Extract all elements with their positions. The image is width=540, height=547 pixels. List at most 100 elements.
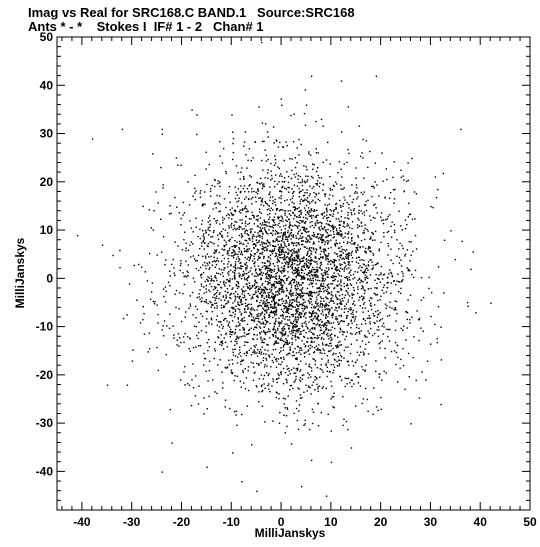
scatter-point xyxy=(296,216,298,218)
scatter-point xyxy=(326,276,328,278)
scatter-point xyxy=(286,407,288,409)
scatter-point xyxy=(260,204,262,206)
scatter-point xyxy=(215,297,218,299)
scatter-point xyxy=(355,282,358,284)
scatter-point xyxy=(298,207,300,209)
scatter-point xyxy=(257,235,259,237)
scatter-point xyxy=(235,221,238,223)
scatter-point xyxy=(309,295,311,297)
scatter-point xyxy=(224,290,226,293)
scatter-point xyxy=(355,405,357,407)
scatter-point xyxy=(273,325,275,328)
scatter-point xyxy=(290,369,293,371)
scatter-point xyxy=(299,216,301,218)
scatter-point xyxy=(330,430,332,432)
scatter-point xyxy=(362,311,364,313)
scatter-point xyxy=(300,278,302,281)
scatter-point xyxy=(232,255,234,257)
scatter-point xyxy=(296,297,298,299)
scatter-point xyxy=(162,325,164,327)
scatter-point xyxy=(262,184,264,186)
scatter-point xyxy=(363,232,365,234)
scatter-point xyxy=(328,261,331,263)
scatter-point xyxy=(267,306,270,309)
scatter-point xyxy=(266,270,269,272)
scatter-point xyxy=(315,270,318,272)
scatter-point xyxy=(357,217,359,219)
scatter-point xyxy=(322,274,325,277)
scatter-point xyxy=(309,185,311,187)
scatter-point xyxy=(216,289,219,292)
scatter-point xyxy=(214,341,216,343)
scatter-point xyxy=(416,310,418,312)
scatter-point xyxy=(339,344,341,346)
scatter-point xyxy=(407,216,409,218)
scatter-point xyxy=(254,261,256,263)
scatter-point xyxy=(164,264,166,266)
scatter-point xyxy=(317,214,319,216)
scatter-point xyxy=(275,231,278,233)
scatter-point xyxy=(279,257,281,259)
scatter-point xyxy=(241,167,243,169)
scatter-point xyxy=(390,282,392,284)
scatter-point xyxy=(300,243,303,246)
scatter-point xyxy=(333,258,335,261)
scatter-point xyxy=(387,215,389,218)
scatter-point xyxy=(290,314,293,316)
scatter-point xyxy=(373,187,375,189)
scatter-point xyxy=(229,336,231,338)
scatter-point xyxy=(320,283,322,285)
scatter-point xyxy=(374,203,376,205)
scatter-point xyxy=(356,351,359,353)
scatter-point xyxy=(144,271,146,273)
scatter-point xyxy=(255,236,258,238)
scatter-point xyxy=(313,232,315,234)
scatter-point xyxy=(343,222,345,225)
scatter-point xyxy=(255,292,257,294)
scatter-point xyxy=(323,252,325,254)
scatter-point xyxy=(326,324,328,327)
scatter-point xyxy=(350,320,352,322)
scatter-point xyxy=(221,216,224,219)
scatter-point xyxy=(270,290,272,292)
scatter-point xyxy=(283,290,285,292)
scatter-point xyxy=(385,291,388,293)
scatter-point xyxy=(260,353,262,355)
scatter-point xyxy=(276,360,278,362)
scatter-point xyxy=(266,249,268,251)
scatter-point xyxy=(344,338,346,341)
scatter-point xyxy=(225,294,227,296)
scatter-point xyxy=(233,411,236,413)
scatter-point xyxy=(330,234,332,236)
scatter-point xyxy=(260,228,262,231)
scatter-point xyxy=(232,308,234,310)
scatter-point xyxy=(319,246,321,248)
scatter-point xyxy=(338,322,340,325)
scatter-point xyxy=(253,309,256,312)
scatter-point xyxy=(288,262,290,264)
scatter-point xyxy=(147,351,149,353)
scatter-point xyxy=(297,310,299,312)
scatter-point xyxy=(210,301,212,304)
scatter-point xyxy=(273,285,275,287)
scatter-point xyxy=(405,180,408,183)
y-tick-label: 40 xyxy=(40,78,54,92)
scatter-point xyxy=(149,298,152,300)
scatter-point xyxy=(347,360,349,362)
scatter-point xyxy=(283,325,285,328)
scatter-point xyxy=(291,201,293,203)
scatter-point xyxy=(262,300,265,302)
scatter-point xyxy=(308,210,310,212)
scatter-point xyxy=(302,329,304,332)
scatter-point xyxy=(228,270,230,273)
scatter-point xyxy=(293,259,296,261)
scatter-point xyxy=(268,218,270,221)
scatter-point xyxy=(365,343,367,345)
scatter-point xyxy=(393,350,396,352)
scatter-point xyxy=(260,336,262,338)
scatter-point xyxy=(300,212,303,214)
scatter-point xyxy=(385,219,387,221)
scatter-point xyxy=(368,317,370,319)
scatter-point xyxy=(400,265,403,267)
scatter-point xyxy=(252,297,254,299)
